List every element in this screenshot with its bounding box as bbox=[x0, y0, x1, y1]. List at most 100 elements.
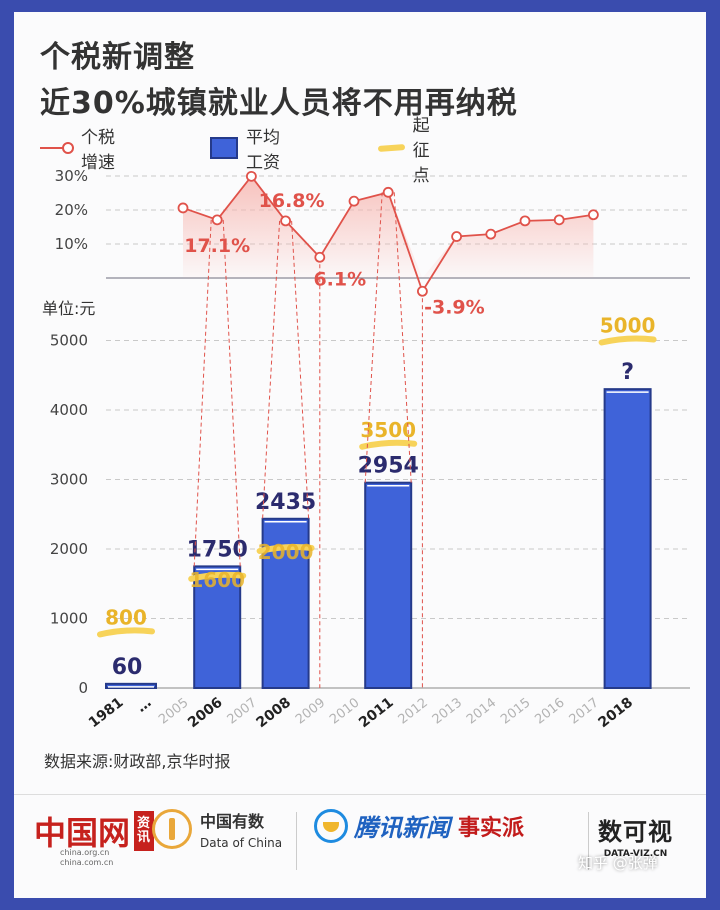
tencent-series-text: 事实派 bbox=[458, 814, 525, 841]
legend-threshold-label: 起征点 bbox=[412, 115, 430, 186]
tencent-bird-icon bbox=[314, 808, 348, 843]
x-tick-label: 2009 bbox=[293, 695, 328, 727]
growth-annotation: 6.1% bbox=[313, 268, 366, 290]
line-y-tick: 10% bbox=[55, 235, 88, 253]
growth-point bbox=[485, 228, 497, 240]
bar-y-tick: 1000 bbox=[50, 610, 88, 628]
china-net-domain-2: china.com.cn bbox=[60, 858, 114, 867]
dataviz-logo: 数可视 DATA-VIZ.CN bbox=[598, 812, 673, 859]
connector-line bbox=[262, 220, 281, 519]
x-tick-label: 2005 bbox=[156, 695, 191, 727]
growth-point bbox=[519, 215, 531, 227]
growth-annotation: -3.9% bbox=[424, 296, 485, 318]
growth-point bbox=[382, 186, 394, 198]
growth-annotation: 17.1% bbox=[184, 235, 250, 257]
legend-growth-label: 个税增速 bbox=[80, 128, 115, 173]
threshold-stroke bbox=[97, 627, 155, 638]
x-tick-label: 2016 bbox=[532, 695, 567, 727]
infographic-card: 个税新调整 近30%城镇就业人员将不用再纳税 个税增速 平均工资 起征点 单位:… bbox=[14, 12, 706, 898]
threshold-stroke bbox=[598, 335, 657, 346]
x-tick-label: … bbox=[134, 695, 155, 716]
x-tick-label: 2013 bbox=[430, 695, 465, 727]
wage-bar bbox=[105, 682, 157, 690]
x-tick-label: 2010 bbox=[327, 695, 362, 727]
x-tick-label: 1981 bbox=[86, 695, 127, 732]
tencent-news-logo: 腾讯新闻 事实派 bbox=[314, 808, 524, 843]
growth-point bbox=[451, 231, 463, 242]
threshold-stroke bbox=[188, 571, 247, 582]
wage-value-label: 60 bbox=[112, 655, 143, 680]
tencent-news-text: 腾讯新闻 bbox=[354, 814, 450, 842]
china-net-tag: 资讯 bbox=[134, 811, 155, 851]
connector-line bbox=[291, 220, 310, 519]
data-of-china-logo: 中国有数 Data of China bbox=[152, 808, 282, 850]
growth-annotation: 16.8% bbox=[259, 190, 325, 212]
threshold-value-label: 2000 bbox=[258, 540, 314, 564]
growth-point bbox=[280, 215, 292, 227]
legend-threshold: 起征点 bbox=[377, 116, 445, 186]
legend-bar-icon bbox=[210, 137, 238, 159]
connector-line bbox=[222, 219, 241, 567]
wage-bar bbox=[364, 481, 413, 689]
logo-divider bbox=[296, 812, 297, 870]
growth-point bbox=[177, 202, 189, 214]
threshold-stroke bbox=[359, 439, 418, 450]
legend-growth: 个税增速 bbox=[40, 128, 121, 173]
data-of-china-en: Data of China bbox=[200, 836, 283, 850]
connector-line bbox=[193, 219, 212, 567]
bar-y-tick: 0 bbox=[78, 679, 88, 697]
wage-bar bbox=[193, 565, 242, 689]
bar-y-tick: 5000 bbox=[50, 332, 88, 350]
growth-point bbox=[588, 209, 599, 221]
legend-growth-line-icon bbox=[40, 138, 74, 158]
line-y-tick: 30% bbox=[55, 167, 88, 185]
china-net-logo: 中国网 资讯 bbox=[34, 808, 155, 854]
wage-value-label: 2954 bbox=[358, 454, 419, 479]
threshold-value-label: 5000 bbox=[600, 314, 656, 338]
x-tick-label: 2014 bbox=[464, 695, 499, 727]
data-of-china-cn: 中国有数 bbox=[200, 812, 265, 831]
x-tick-label: 2012 bbox=[396, 695, 431, 727]
growth-point bbox=[211, 214, 223, 226]
legend-wage-label: 平均工资 bbox=[245, 128, 280, 173]
x-tick-label: 2008 bbox=[254, 695, 295, 732]
growth-point bbox=[553, 214, 565, 226]
data-of-china-icon bbox=[152, 809, 192, 849]
bar-y-tick: 4000 bbox=[50, 401, 88, 419]
wage-value-label: 1750 bbox=[187, 537, 248, 562]
threshold-value-label: 800 bbox=[105, 605, 147, 629]
growth-point bbox=[314, 251, 326, 263]
logo-divider-2 bbox=[588, 812, 589, 870]
dataviz-site: DATA-VIZ.CN bbox=[603, 849, 668, 859]
source-note: 数据来源:财政部,京华时报 bbox=[44, 752, 231, 771]
unit-label: 单位:元 bbox=[42, 299, 95, 318]
x-tick-label: 2018 bbox=[596, 695, 637, 732]
china-net-domain-1: china.org.cn bbox=[60, 848, 110, 857]
x-tick-label: 2011 bbox=[356, 695, 397, 732]
growth-point bbox=[416, 285, 428, 297]
bar-y-tick: 3000 bbox=[50, 471, 88, 489]
threshold-value-label: 1600 bbox=[189, 568, 245, 592]
growth-point bbox=[348, 195, 360, 207]
china-net-domains: china.org.cn china.com.cn bbox=[60, 848, 113, 868]
wage-bar bbox=[603, 388, 652, 689]
line-y-tick: 20% bbox=[55, 201, 88, 219]
threshold-stroke bbox=[256, 544, 315, 554]
title-line-1: 个税新调整 bbox=[40, 40, 195, 75]
x-tick-label: 2015 bbox=[498, 695, 533, 727]
title-line-2: 近30%城镇就业人员将不用再纳税 bbox=[40, 86, 518, 121]
footer-divider bbox=[14, 794, 706, 795]
growth-area bbox=[183, 176, 594, 278]
wage-value-label: ? bbox=[621, 360, 634, 385]
x-tick-label: 2017 bbox=[567, 695, 602, 727]
zhihu-watermark: 知乎 @张弹 bbox=[578, 854, 658, 872]
x-tick-label: 2007 bbox=[225, 695, 260, 727]
bar-y-tick: 2000 bbox=[50, 540, 88, 558]
x-tick-label: 2006 bbox=[185, 695, 226, 732]
china-net-logo-text: 中国网 bbox=[34, 814, 131, 852]
growth-point bbox=[245, 170, 257, 182]
dataviz-glyph: 数可视 bbox=[598, 818, 673, 846]
threshold-value-label: 3500 bbox=[360, 418, 416, 442]
wage-value-label: 2435 bbox=[255, 490, 316, 515]
